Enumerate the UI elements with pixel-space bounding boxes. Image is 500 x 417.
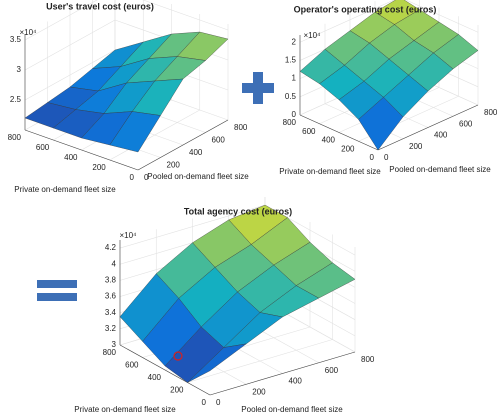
y-axis-label: Private on-demand fleet size	[279, 167, 381, 176]
x-tick-label: 400	[434, 131, 448, 140]
z-tick-label: 3.5	[10, 35, 22, 44]
chart-title: Total agency cost (euros)	[184, 206, 292, 216]
x-axis	[209, 351, 356, 396]
z-tick-label: 3.8	[105, 275, 117, 284]
x-tick-label: 0	[144, 173, 149, 182]
y-tick-label: 600	[36, 143, 50, 152]
y-tick-label: 600	[302, 127, 316, 136]
x-tick-label: 600	[459, 119, 473, 128]
chart-title: Operator's operating cost (euros)	[294, 4, 437, 14]
x-tick-label: 800	[234, 123, 248, 132]
y-tick-label: 200	[341, 144, 355, 153]
optimum-marker	[173, 351, 183, 361]
plus-sign	[242, 72, 274, 104]
grid-line	[109, 109, 200, 161]
y-tick-label: 800	[8, 133, 22, 142]
grid-line	[299, 0, 395, 43]
surface-plot: 0200400600800020040060080033.23.43.63.84…	[74, 197, 375, 414]
x-tick-label: 400	[289, 377, 303, 386]
y-axis	[119, 344, 211, 396]
y-tick-label: 600	[125, 361, 139, 370]
surface-facet	[358, 97, 404, 151]
x-tick-label: 800	[361, 355, 375, 364]
z-tick-label: 2.5	[10, 95, 22, 104]
grid-line	[24, 19, 116, 71]
axis-multiplier: ×10⁴	[19, 28, 37, 37]
y-axis-label: Private on-demand fleet size	[14, 185, 116, 194]
y-tick-label: 200	[170, 386, 184, 395]
y-tick-label: 800	[283, 118, 297, 127]
x-tick-label: 200	[167, 161, 181, 170]
z-tick-label: 0.5	[285, 92, 297, 101]
y-axis	[24, 129, 139, 171]
equals-sign	[37, 280, 77, 301]
x-tick-label: 400	[189, 148, 203, 157]
axis-multiplier: ×10⁴	[303, 31, 321, 40]
z-tick-label: 1	[292, 74, 297, 83]
grid-line	[24, 0, 98, 41]
y-tick-label: 400	[64, 153, 78, 162]
y-tick-label: 400	[322, 136, 336, 145]
y-tick-label: 800	[103, 348, 117, 357]
grid-line	[142, 0, 229, 31]
grid-line	[187, 339, 333, 383]
z-tick-label: 4.2	[105, 243, 117, 252]
z-tick-label: 2	[292, 37, 297, 46]
x-axis	[137, 119, 229, 171]
surface-facet	[187, 343, 247, 383]
surface-plot: 0 200 400 600 800 0 200 400 600 800 2.5 3 3.5 User's …	[8, 0, 249, 194]
z-tick-label: 1.5	[285, 56, 297, 65]
y-tick-label: 200	[92, 163, 106, 172]
y-tick-label: 0	[370, 153, 375, 162]
x-tick-label: 0	[216, 398, 221, 407]
z-tick-label: 3	[112, 340, 117, 349]
axis-multiplier: ×10⁴	[119, 231, 137, 240]
x-axis-label: Pooled on-demand fleet size	[147, 172, 249, 181]
grid-line	[24, 49, 116, 101]
z-tick-label: 4	[112, 259, 117, 268]
x-tick-label: 200	[409, 142, 423, 151]
x-axis	[377, 104, 479, 151]
grid-line	[405, 0, 479, 33]
x-tick-label: 0	[384, 153, 389, 162]
y-tick-label: 400	[148, 373, 162, 382]
y-tick-label: 0	[202, 398, 207, 407]
y-tick-label: 0	[130, 173, 135, 182]
x-tick-label: 600	[212, 136, 226, 145]
z-tick-label: 3.2	[105, 324, 117, 333]
chart-title: User's travel cost (euros)	[46, 1, 154, 11]
surface-facet	[109, 111, 161, 153]
z-tick-label: 3.4	[105, 308, 117, 317]
y-axis	[299, 114, 379, 151]
x-tick-label: 800	[484, 108, 498, 117]
equals-bar	[37, 280, 77, 288]
x-axis-label: Pooled on-demand fleet size	[241, 405, 343, 414]
equals-bar	[37, 293, 77, 301]
x-axis-label: Pooled on-demand fleet size	[389, 165, 491, 174]
surface-plot: 0200400600800020040060080000.511.52Opera…	[279, 0, 498, 176]
x-tick-label: 200	[252, 387, 266, 396]
x-tick-label: 600	[325, 366, 339, 375]
y-axis-label: Private on-demand fleet size	[74, 405, 176, 414]
z-tick-label: 3.6	[105, 292, 117, 301]
plus-bar	[242, 83, 274, 93]
z-tick-label: 3	[17, 65, 22, 74]
grid-line	[119, 204, 266, 249]
z-tick-label: 0	[292, 110, 297, 119]
